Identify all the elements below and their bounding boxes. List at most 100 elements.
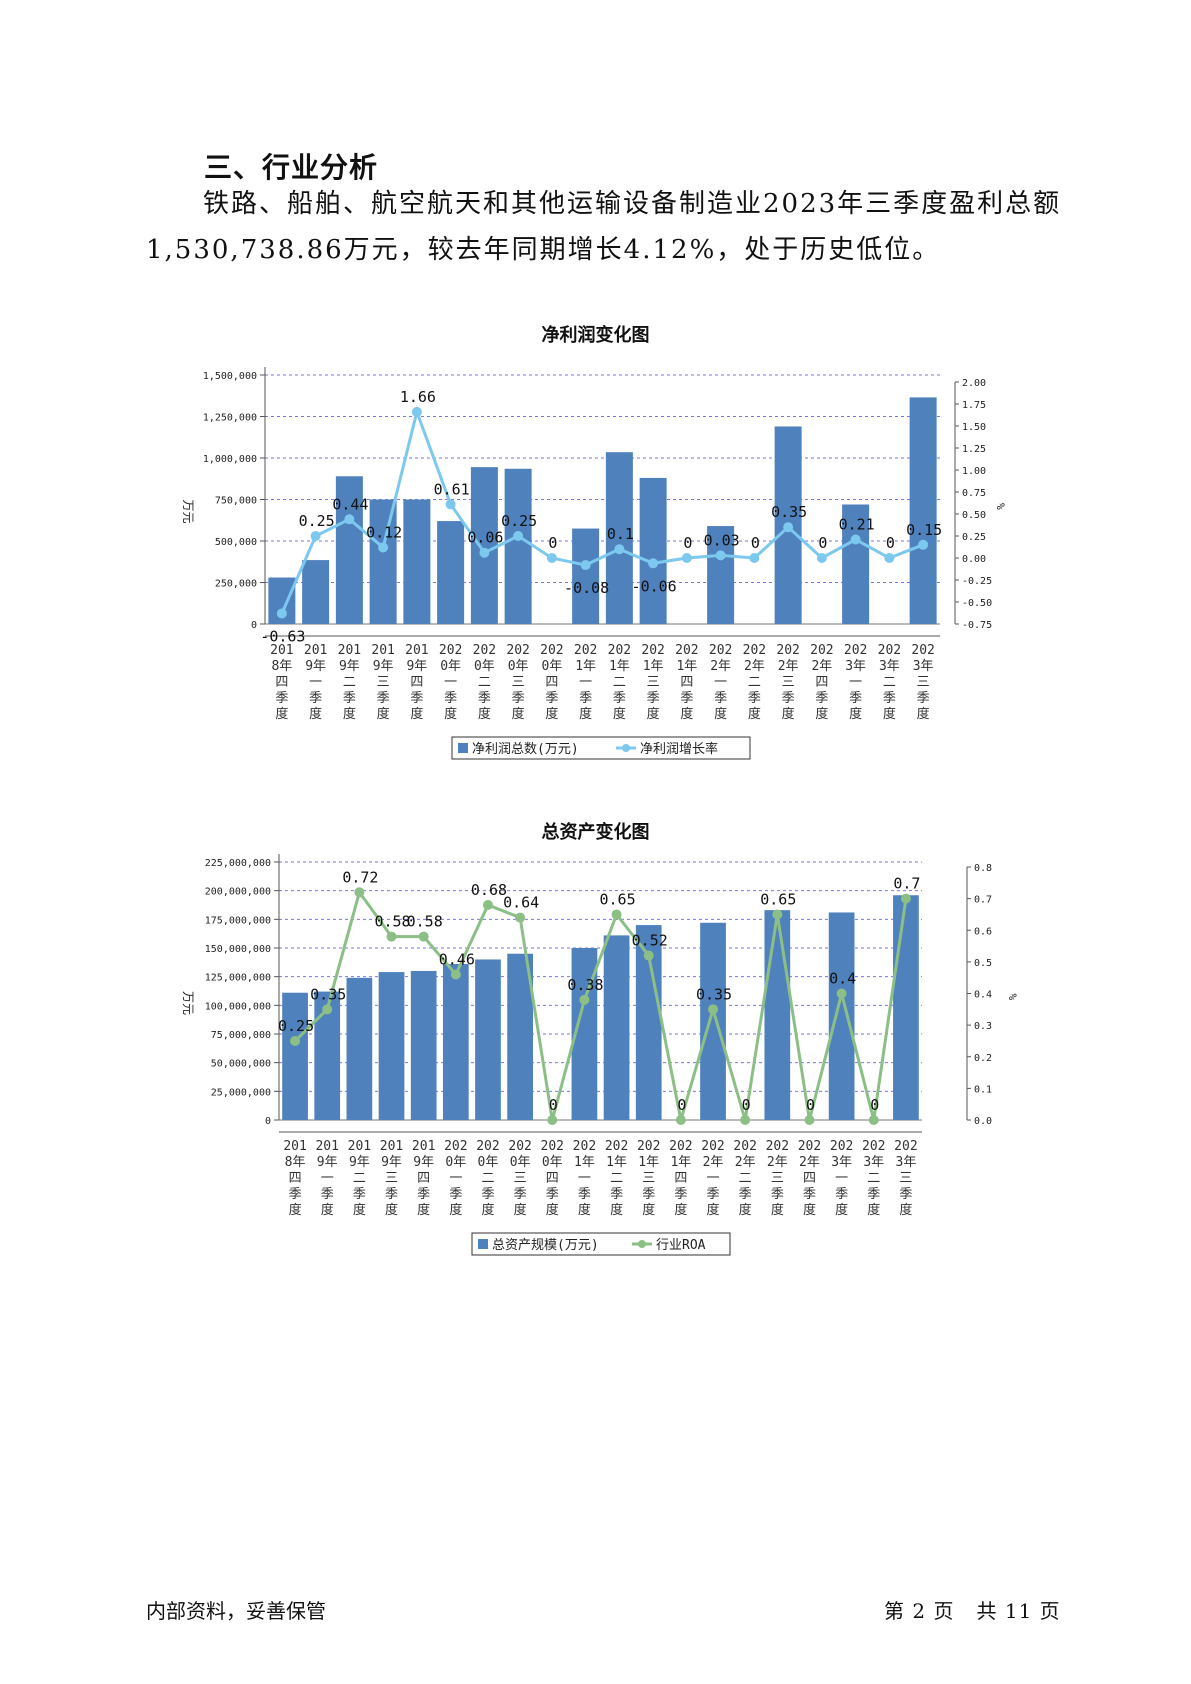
x-tick-label: 季 <box>674 1187 687 1202</box>
data-label: 0.12 <box>366 523 402 541</box>
x-tick-label: 202 <box>675 643 698 658</box>
x-tick-label: 季 <box>771 1187 784 1202</box>
x-tick-label: 0年 <box>440 659 461 674</box>
data-label: 0 <box>677 1096 686 1114</box>
x-tick-label: 2年 <box>767 1155 788 1170</box>
x-tick-label: 季 <box>707 1187 720 1202</box>
data-label: 0.35 <box>771 503 807 521</box>
x-tick-label: 度 <box>353 1202 366 1218</box>
line-point <box>708 1004 719 1015</box>
line-point <box>675 1115 686 1125</box>
y2-tick-label: 1.00 <box>962 466 986 477</box>
x-tick-label: 季 <box>545 691 558 706</box>
x-tick-label: 三 <box>512 675 525 690</box>
x-tick-label: 季 <box>782 691 795 706</box>
x-tick-label: 3年 <box>879 659 900 674</box>
assets-chart: 0 25,000,000 50,000,000 75,000,000 100,000,0… <box>181 854 1019 1256</box>
x-tick-label: 202 <box>776 643 799 658</box>
x-tick-label: 季 <box>883 691 896 706</box>
y2-tick-label: 1.75 <box>962 400 986 411</box>
x-tick-label: 202 <box>701 1139 724 1154</box>
x-tick-label: 2年 <box>735 1155 756 1170</box>
x-tick-label: 一 <box>849 675 862 690</box>
data-label: 0 <box>751 534 760 552</box>
y-tick-label: 0 <box>265 1116 271 1127</box>
x-tick-label: 202 <box>709 643 732 658</box>
data-label: 0.03 <box>704 531 740 549</box>
x-tick-label: 201 <box>304 643 327 658</box>
footer-confidential: 内部资料，妥善保管 <box>146 1599 326 1623</box>
x-tick-label: 二 <box>613 675 626 690</box>
bar <box>507 953 533 1120</box>
line-point <box>850 534 861 545</box>
x-tick-label: 四 <box>680 675 693 690</box>
x-tick-label: 二 <box>867 1171 880 1186</box>
x-tick-label: 二 <box>478 675 491 690</box>
data-label: 0.06 <box>467 529 503 547</box>
y2-tick-label: 0.00 <box>962 554 986 565</box>
line-point <box>513 531 524 541</box>
x-tick-label: 季 <box>444 691 457 706</box>
line-point <box>868 1115 879 1125</box>
bar <box>893 895 919 1120</box>
x-tick-label: 202 <box>605 1139 628 1154</box>
x-tick-label: 1年 <box>670 1155 691 1170</box>
x-tick-label: 季 <box>417 1187 430 1202</box>
line-point <box>816 553 827 563</box>
x-tick-label: 二 <box>610 1171 623 1186</box>
legend-line-label: 净利润增长率 <box>640 741 718 757</box>
y-axis-label: 万元 <box>181 500 195 524</box>
analysis-paragraph: 铁路、船舶、航空航天和其他运输设备制造业2023年三季度盈利总额 1,530,7… <box>146 181 1059 273</box>
x-tick-label: 度 <box>385 1202 398 1218</box>
x-tick-label: 9年 <box>413 1155 434 1170</box>
line-point <box>643 950 654 961</box>
y-tick-label: 75,000,000 <box>211 1030 271 1041</box>
data-label: 0.65 <box>760 890 796 908</box>
x-tick-label: 1年 <box>575 659 596 674</box>
y-tick-label: 150,000,000 <box>205 944 271 955</box>
y2-tick-label: -0.25 <box>962 576 992 587</box>
x-tick-label: 202 <box>506 643 529 658</box>
x-tick-label: 201 <box>270 643 293 658</box>
x-tick-label: 9年 <box>349 1155 370 1170</box>
line-point <box>482 899 493 910</box>
y2-tick-label: 0.6 <box>974 926 992 937</box>
x-tick-label: 一 <box>321 1171 334 1186</box>
data-label: 0 <box>548 534 557 552</box>
x-tick-label: 季 <box>343 691 356 706</box>
x-tick-label: 0年 <box>542 1155 563 1170</box>
x-tick-label: 201 <box>405 643 428 658</box>
x-tick-label: 季 <box>481 1187 494 1202</box>
data-label: 0.21 <box>839 516 875 534</box>
x-tick-label: 季 <box>578 1187 591 1202</box>
x-tick-label: 季 <box>714 691 727 706</box>
x-tick-label: 度 <box>803 1202 816 1218</box>
line-point <box>804 1115 815 1125</box>
x-tick-label: 2年 <box>778 659 799 674</box>
x-tick-label: 季 <box>512 691 525 706</box>
x-tick-label: 季 <box>835 1187 848 1202</box>
line-point <box>900 893 911 904</box>
x-tick-label: 度 <box>714 706 727 722</box>
x-tick-label: 季 <box>815 691 828 706</box>
x-tick-label: 三 <box>782 675 795 690</box>
x-tick-label: 三 <box>642 1171 655 1186</box>
x-tick-label: 季 <box>739 1187 752 1202</box>
x-tick-label: 0年 <box>478 1155 499 1170</box>
data-label: 0.4 <box>829 970 856 988</box>
x-tick-label: 四 <box>815 675 828 690</box>
bar <box>605 452 633 624</box>
x-tick-label: 二 <box>353 1171 366 1186</box>
x-tick-label: 度 <box>343 706 356 722</box>
x-tick-label: 201 <box>380 1139 403 1154</box>
legend-line-marker <box>638 1240 646 1248</box>
paragraph-line-2: 1,530,738.86万元，较去年同期增长4.12%，处于历史低位。 <box>146 235 941 265</box>
x-tick-label: 四 <box>410 675 423 690</box>
x-tick-label: 季 <box>275 691 288 706</box>
bar <box>302 560 330 624</box>
x-tick-label: 202 <box>830 1139 853 1154</box>
x-tick-label: 202 <box>476 1139 499 1154</box>
x-tick-label: 四 <box>289 1171 302 1186</box>
x-tick-label: 202 <box>508 1139 531 1154</box>
x-tick-label: 度 <box>647 706 660 722</box>
